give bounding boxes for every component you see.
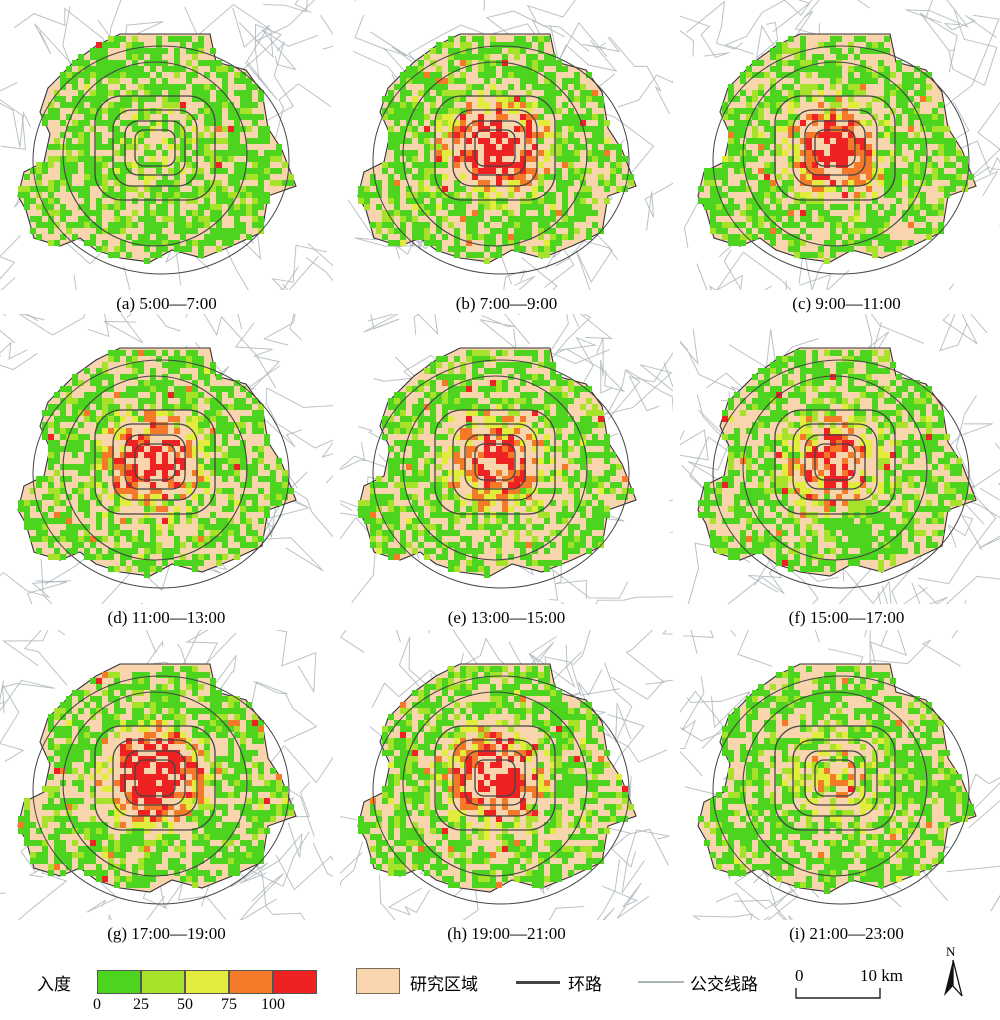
- panel-caption: (g) 17:00—19:00: [107, 924, 226, 943]
- panel-caption: (e) 13:00—15:00: [447, 608, 566, 627]
- map-panel: (c) 9:00—11:00: [680, 0, 1000, 318]
- ring-roads: [372, 359, 630, 589]
- panel-caption: (h) 19:00—21:00: [447, 924, 566, 943]
- ramp-class-4: [229, 970, 273, 994]
- ring-roads: [712, 359, 970, 589]
- ramp-class-3: [185, 970, 229, 994]
- ring-roads: [372, 45, 630, 275]
- heatmap: [680, 630, 1000, 920]
- bus-line-label: 公交线路: [690, 975, 758, 995]
- panel-caption: (i) 21:00—23:00: [789, 924, 904, 943]
- ring-roads: [32, 45, 290, 275]
- heatmap: [340, 314, 673, 604]
- indegree-cells: [698, 36, 974, 264]
- ramp-tick: 25: [133, 996, 149, 1013]
- ramp-class-5: [273, 970, 317, 994]
- heatmap: [0, 0, 333, 290]
- ramp-class-1: [97, 970, 141, 994]
- ring-road-symbol: [516, 981, 560, 984]
- indegree-cells: [698, 350, 974, 572]
- ramp-tick: 50: [177, 996, 193, 1013]
- north-label: N: [946, 944, 956, 959]
- scale-start-label: 0: [795, 966, 804, 985]
- heatmap: [0, 630, 333, 920]
- ramp-class-2: [141, 970, 185, 994]
- panel-caption: (b) 7:00—9:00: [455, 294, 558, 313]
- map-panel: (d) 11:00—13:00: [0, 314, 333, 632]
- heatmap: [0, 314, 333, 604]
- heatmap: [680, 0, 1000, 290]
- map-panel: (b) 7:00—9:00: [340, 0, 673, 318]
- ring-roads: [32, 359, 290, 589]
- ring-road-label: 环路: [568, 975, 602, 995]
- study-area-label: 研究区域: [410, 975, 478, 995]
- ramp-tick: 0: [93, 996, 101, 1013]
- indegree-cells: [358, 666, 634, 888]
- ring-roads: [372, 675, 630, 905]
- ramp-tick: 100: [261, 996, 285, 1013]
- legend-title: 入度: [37, 975, 71, 995]
- panel-caption: (a) 5:00—7:00: [116, 294, 217, 313]
- heatmap: [347, 0, 673, 290]
- map-panel: (f) 15:00—17:00: [680, 314, 1000, 632]
- heatmap: [340, 630, 673, 920]
- ring-roads: [712, 45, 970, 275]
- ring-roads: [32, 675, 290, 905]
- panel-caption: (f) 15:00—17:00: [788, 608, 905, 627]
- indegree-cells: [358, 350, 634, 578]
- map-panel: (a) 5:00—7:00: [0, 0, 333, 318]
- bus-line-symbol: [638, 981, 684, 983]
- study-area-swatch: [356, 968, 400, 994]
- scale-end-label: 10 km: [860, 966, 903, 985]
- map-panel: (h) 19:00—21:00: [340, 630, 673, 948]
- panel-caption: (d) 11:00—13:00: [107, 608, 226, 627]
- scale-bar: [795, 988, 881, 999]
- panel-caption: (c) 9:00—11:00: [792, 294, 901, 313]
- map-panel: (i) 21:00—23:00: [680, 630, 1000, 948]
- map-panel: (e) 13:00—15:00: [340, 314, 673, 632]
- north-arrow-icon: [944, 959, 963, 997]
- ring-roads: [712, 675, 970, 905]
- indegree-cells: [18, 666, 294, 888]
- heatmap: [680, 314, 1000, 604]
- ramp-tick: 75: [221, 996, 237, 1013]
- map-panel: (g) 17:00—19:00: [0, 630, 333, 948]
